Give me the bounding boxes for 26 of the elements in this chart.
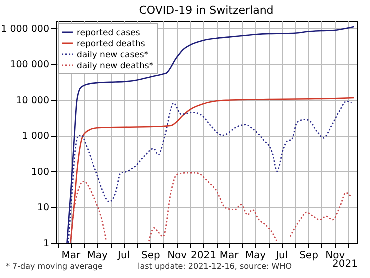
chart-title: COVID-19 in Switzerland bbox=[139, 4, 274, 17]
text: last update: 2021-12-16, source: WHO bbox=[138, 262, 292, 271]
legend-label: reported cases bbox=[77, 28, 141, 38]
x-tick-label: Jul bbox=[117, 250, 130, 262]
text: 2021 bbox=[332, 259, 358, 270]
x-tick-label: Mar bbox=[62, 250, 82, 262]
y-tick-label: 1 000 bbox=[22, 131, 50, 142]
line-series bbox=[66, 26, 356, 243]
y-tick-label: 10 000 bbox=[16, 95, 50, 106]
x-tick-label: Sep bbox=[141, 250, 160, 262]
legend-label: daily new deaths* bbox=[77, 62, 154, 72]
y-tick-label: 1 bbox=[43, 238, 50, 250]
x-tick-label: Sep bbox=[300, 250, 318, 262]
x-tick-label: May bbox=[87, 250, 108, 262]
x-tick-label: May bbox=[245, 250, 266, 262]
text: * 7-day moving average bbox=[6, 262, 103, 271]
x-tick-label: Jul bbox=[275, 250, 288, 262]
y-tick-label: 10 bbox=[37, 202, 50, 214]
legend-label: daily new cases* bbox=[77, 50, 149, 60]
x-tick-label: 2021 bbox=[191, 250, 216, 262]
x-tick-label: Mar bbox=[220, 250, 240, 262]
y-tick-label: 100 bbox=[31, 166, 50, 178]
x-tick-label: Nov bbox=[168, 250, 188, 262]
y-tick-label: 100 000 bbox=[10, 60, 50, 71]
legend-label: reported deaths bbox=[77, 40, 146, 50]
y-tick-label: 1 000 000 bbox=[1, 24, 50, 35]
